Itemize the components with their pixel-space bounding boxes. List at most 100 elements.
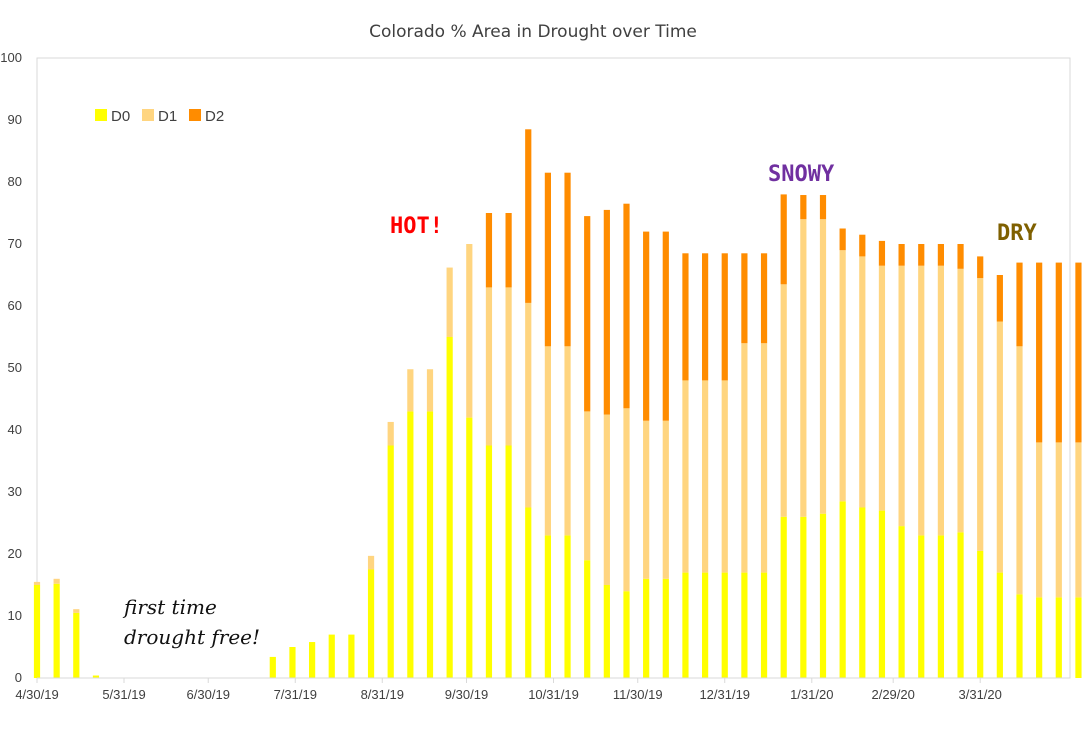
bar-d0 (584, 560, 591, 678)
bar-d0 (937, 535, 944, 678)
bar-d1 (643, 420, 650, 579)
bar-d1 (878, 265, 886, 511)
bar-d0 (466, 417, 473, 678)
y-tick-label: 20 (8, 546, 22, 561)
bar-d2 (702, 253, 709, 381)
bar-d0 (957, 532, 964, 678)
y-tick-label: 30 (8, 484, 22, 499)
bar-d2 (859, 234, 866, 257)
annotation-hot: HOT! (390, 214, 443, 239)
bar-d2 (1075, 262, 1082, 443)
bar-d1 (682, 380, 689, 573)
bar-d0 (53, 583, 60, 678)
bar-d0 (525, 507, 532, 678)
bar-d2 (996, 275, 1003, 322)
bar-d1 (839, 250, 846, 502)
bar-d2 (898, 244, 905, 266)
bar-d1 (33, 581, 41, 585)
y-tick-label: 0 (15, 670, 22, 685)
x-tick-label: 7/31/19 (274, 687, 317, 702)
bar-d0 (1075, 597, 1082, 678)
annotation-first-time: first time (122, 595, 217, 619)
bar-d0 (859, 507, 866, 678)
x-tick-label: 1/31/20 (790, 687, 833, 702)
bar-d0 (485, 445, 493, 678)
bar-d0 (839, 501, 846, 678)
bar-d2 (1055, 262, 1062, 443)
bar-d1 (564, 346, 571, 536)
bar-d1 (367, 555, 375, 570)
bar-d0 (643, 578, 650, 678)
bar-d0 (819, 513, 827, 678)
bar-d2 (839, 228, 846, 251)
bar-d2 (525, 129, 532, 303)
x-tick-label: 9/30/19 (445, 687, 488, 702)
x-tick-label: 12/31/19 (699, 687, 750, 702)
bar-d0 (544, 535, 551, 678)
x-tick-label: 3/31/20 (959, 687, 1002, 702)
bar-d0 (348, 634, 355, 678)
bar-d0 (407, 411, 414, 678)
bar-d2 (662, 231, 669, 421)
bar-d2 (937, 244, 944, 266)
legend: D0 D1 D2 (95, 108, 224, 125)
y-tick-label: 10 (8, 608, 22, 623)
bar-d1 (721, 380, 728, 573)
plot-area (36, 57, 1071, 679)
bar-d1 (1036, 442, 1043, 598)
bar-d0 (1016, 594, 1023, 678)
x-tick-label: 5/31/19 (102, 687, 145, 702)
bar-d0 (1036, 597, 1043, 678)
bar-d1 (466, 244, 473, 418)
bar-d0 (623, 591, 630, 678)
bar-d0 (918, 535, 925, 678)
bar-d0 (760, 572, 768, 678)
bar-d1 (859, 256, 866, 508)
bar-d0 (92, 675, 100, 678)
bar-d0 (603, 585, 610, 678)
bar-d0 (996, 572, 1003, 678)
bar-d1 (780, 284, 787, 517)
bar-d1 (73, 609, 80, 613)
bar-d1 (387, 421, 394, 446)
bar-d0 (426, 411, 434, 678)
y-tick-label: 80 (8, 174, 22, 189)
bar-d2 (918, 244, 925, 266)
bar-d2 (643, 231, 650, 421)
bar-d2 (544, 172, 551, 347)
x-tick-label: 8/31/19 (361, 687, 404, 702)
bar-d1 (505, 287, 512, 446)
bar-d0 (505, 445, 512, 678)
x-tick-label: 11/30/19 (613, 687, 663, 702)
bar-d2 (682, 253, 689, 381)
bar-d1 (485, 287, 493, 446)
bar-d0 (702, 572, 709, 678)
x-tick-label: 6/30/19 (187, 687, 230, 702)
y-tick-label: 100 (0, 50, 22, 65)
y-tick-label: 90 (8, 112, 22, 127)
bar-d2 (721, 253, 728, 381)
legend-label-d2: D2 (205, 108, 224, 125)
bar-d1 (741, 343, 748, 573)
annotation-dry: DRY (997, 221, 1037, 246)
bar-d1 (603, 414, 610, 585)
bar-d0 (662, 578, 669, 678)
y-tick-label: 70 (8, 236, 22, 251)
bar-d0 (387, 445, 394, 678)
bar-d1 (977, 278, 984, 551)
bar-d2 (623, 203, 630, 409)
y-tick-label: 60 (8, 298, 22, 313)
bar-d0 (309, 642, 316, 678)
y-tick-label: 40 (8, 422, 22, 437)
bar-d0 (682, 572, 689, 678)
bar-d1 (1055, 442, 1062, 598)
y-tick-label: 50 (8, 360, 22, 375)
y-axis-ticks: 0 10 20 30 40 50 60 70 80 90 100 (0, 50, 22, 685)
bar-d1 (525, 302, 532, 508)
bar-d2 (603, 209, 610, 415)
bar-d0 (780, 516, 787, 678)
bar-d1 (819, 219, 827, 514)
bar-d1 (407, 369, 414, 412)
annotation-drought-free: drought free! (124, 625, 260, 649)
